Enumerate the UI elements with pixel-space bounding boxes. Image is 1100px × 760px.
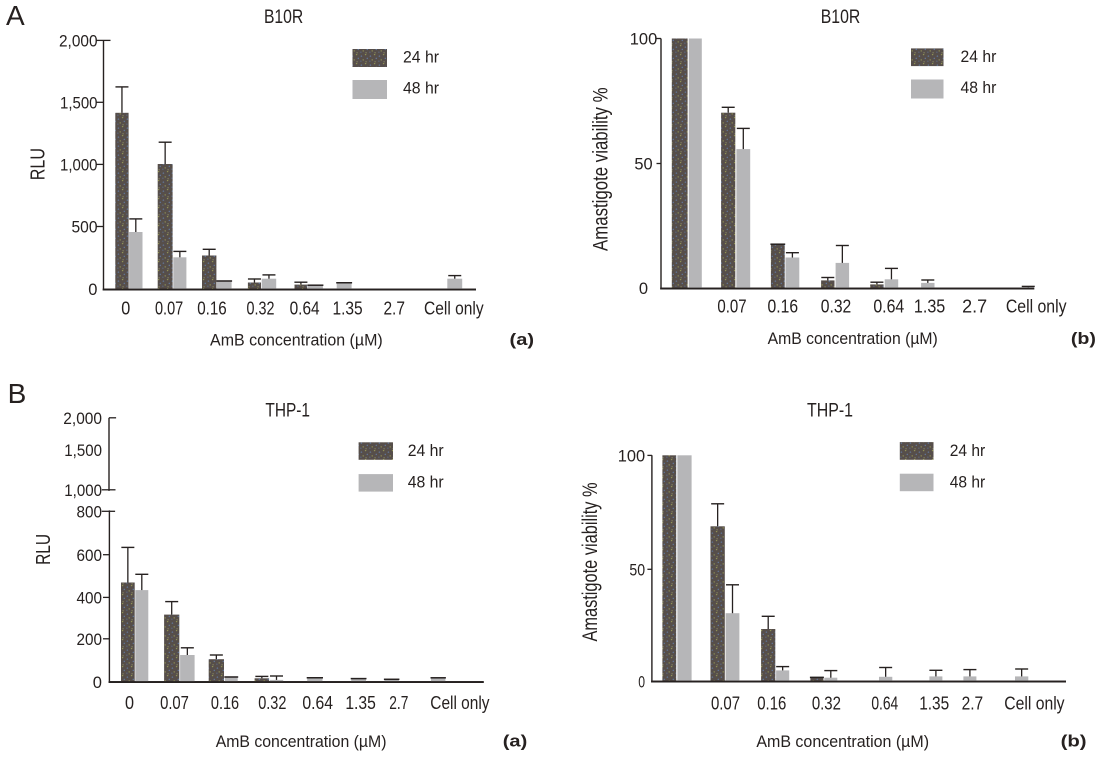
- svg-text:2,000: 2,000: [59, 32, 98, 51]
- svg-text:AmB concentration (µM): AmB concentration (µM): [210, 331, 383, 350]
- svg-text:600: 600: [77, 546, 103, 565]
- svg-text:(a): (a): [510, 330, 535, 349]
- svg-text:0.32: 0.32: [247, 299, 275, 319]
- svg-text:AmB concentration (µM): AmB concentration (µM): [768, 329, 938, 348]
- svg-text:THP-1: THP-1: [265, 400, 310, 421]
- svg-text:RLU: RLU: [27, 148, 49, 180]
- svg-text:50: 50: [634, 155, 652, 174]
- svg-text:Amastigote viability %: Amastigote viability %: [590, 87, 613, 251]
- svg-text:Cell only: Cell only: [430, 693, 489, 713]
- svg-text:(b): (b): [1071, 329, 1096, 348]
- svg-text:0.32: 0.32: [258, 693, 286, 713]
- svg-text:0.16: 0.16: [197, 299, 227, 319]
- svg-text:AmB concentration (µM): AmB concentration (µM): [756, 732, 929, 751]
- svg-text:1.35: 1.35: [345, 693, 376, 713]
- svg-text:0.32: 0.32: [821, 297, 852, 317]
- svg-text:0.16: 0.16: [757, 693, 786, 713]
- svg-text:0.16: 0.16: [211, 693, 239, 713]
- svg-text:24 hr: 24 hr: [408, 441, 444, 460]
- svg-text:A: A: [6, 0, 25, 31]
- svg-text:Amastigote viability %: Amastigote viability %: [579, 482, 602, 641]
- svg-text:RLU: RLU: [33, 534, 55, 565]
- svg-text:0.07: 0.07: [155, 299, 183, 319]
- svg-text:0: 0: [639, 279, 648, 298]
- svg-text:2.7: 2.7: [383, 299, 405, 319]
- svg-text:Cell only: Cell only: [1006, 297, 1067, 317]
- svg-text:48 hr: 48 hr: [408, 473, 444, 492]
- svg-text:B: B: [8, 378, 27, 409]
- svg-text:100: 100: [630, 30, 658, 49]
- svg-text:1.35: 1.35: [333, 299, 363, 319]
- svg-text:200: 200: [77, 630, 103, 649]
- svg-text:0.64: 0.64: [871, 693, 898, 713]
- svg-text:1.35: 1.35: [919, 693, 949, 713]
- svg-text:2,000: 2,000: [63, 409, 102, 428]
- svg-text:1,000: 1,000: [60, 156, 98, 175]
- svg-text:0.32: 0.32: [812, 693, 841, 713]
- svg-text:24 hr: 24 hr: [403, 48, 439, 67]
- svg-text:48 hr: 48 hr: [403, 79, 439, 98]
- svg-text:0.07: 0.07: [717, 297, 746, 317]
- svg-text:Cell only: Cell only: [424, 299, 484, 319]
- svg-text:2.7: 2.7: [962, 297, 987, 317]
- svg-text:1,000: 1,000: [64, 481, 102, 500]
- svg-text:50: 50: [629, 560, 645, 579]
- svg-text:500: 500: [72, 218, 98, 237]
- svg-text:100: 100: [618, 447, 645, 466]
- svg-text:24 hr: 24 hr: [950, 441, 986, 460]
- svg-text:(b): (b): [1061, 732, 1087, 751]
- svg-text:0.64: 0.64: [873, 297, 904, 317]
- svg-text:0: 0: [121, 299, 130, 319]
- svg-text:0: 0: [93, 673, 102, 692]
- svg-text:2.7: 2.7: [962, 693, 984, 713]
- svg-text:800: 800: [77, 502, 103, 521]
- svg-text:Cell only: Cell only: [1004, 693, 1064, 713]
- svg-text:48 hr: 48 hr: [950, 472, 986, 491]
- svg-text:1,500: 1,500: [60, 93, 98, 112]
- svg-text:2.7: 2.7: [389, 693, 408, 713]
- svg-text:1,500: 1,500: [64, 441, 102, 460]
- svg-text:0.16: 0.16: [768, 297, 799, 317]
- svg-text:B10R: B10R: [264, 7, 303, 28]
- svg-text:0: 0: [125, 693, 134, 713]
- svg-text:B10R: B10R: [821, 7, 861, 28]
- svg-text:24 hr: 24 hr: [961, 47, 997, 66]
- svg-text:1.35: 1.35: [914, 297, 945, 317]
- svg-text:0: 0: [88, 280, 97, 299]
- svg-text:0.64: 0.64: [290, 299, 320, 319]
- svg-text:0.64: 0.64: [302, 693, 333, 713]
- svg-text:0.07: 0.07: [160, 693, 189, 713]
- svg-text:(a): (a): [503, 732, 528, 751]
- svg-text:0.07: 0.07: [711, 693, 740, 713]
- svg-text:48 hr: 48 hr: [961, 78, 997, 97]
- svg-text:0: 0: [638, 672, 645, 691]
- svg-text:THP-1: THP-1: [807, 401, 853, 422]
- svg-text:400: 400: [77, 589, 103, 608]
- svg-text:AmB concentration (µM): AmB concentration (µM): [216, 732, 387, 751]
